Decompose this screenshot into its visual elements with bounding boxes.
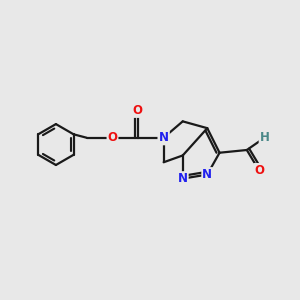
Text: N: N [159, 131, 169, 144]
Text: O: O [107, 131, 118, 144]
Text: N: N [178, 172, 188, 185]
Text: O: O [254, 164, 264, 177]
Text: H: H [260, 131, 269, 144]
Text: O: O [133, 104, 143, 117]
Text: N: N [159, 131, 169, 144]
Text: N: N [202, 168, 212, 181]
